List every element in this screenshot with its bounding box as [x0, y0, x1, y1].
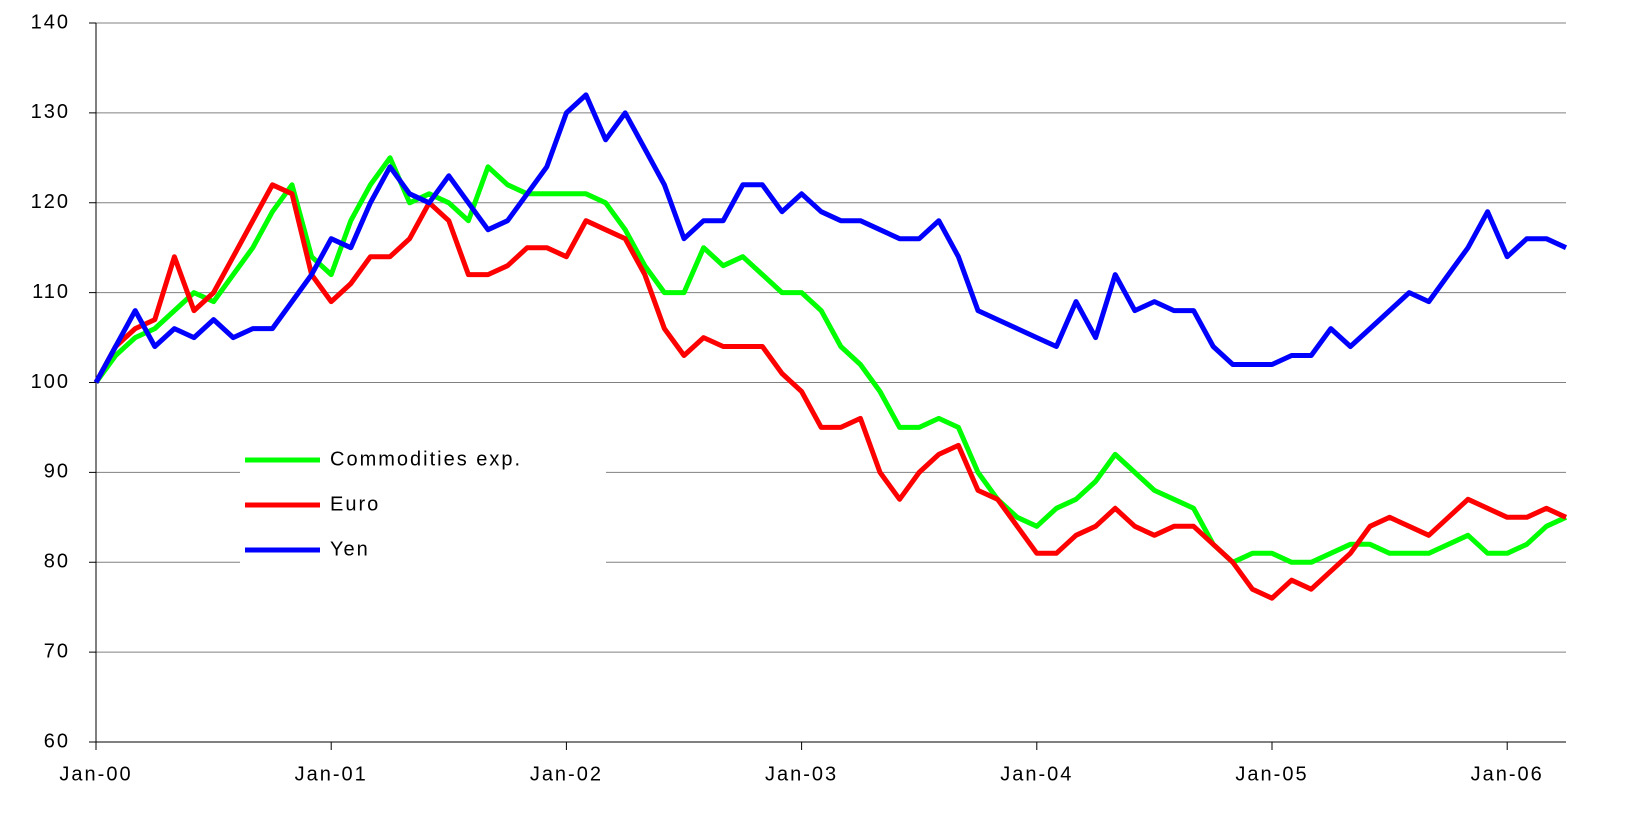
x-tick-label: Jan-00 [59, 763, 132, 785]
y-tick-label: 130 [31, 101, 70, 123]
legend: Commodities exp. Euro Yen [240, 437, 606, 571]
y-tick-label: 120 [31, 191, 70, 213]
y-tick-label: 80 [44, 551, 70, 573]
x-tick-label: Jan-02 [530, 763, 603, 785]
series-line [93, 92, 1568, 384]
x-tick-label: Jan-06 [1471, 763, 1544, 785]
y-tick-label: 60 [44, 730, 70, 752]
series-line [93, 155, 1568, 565]
y-tick-label: 70 [44, 640, 70, 662]
legend-label: Commodities exp. [330, 448, 522, 470]
y-tick-label: 90 [44, 461, 70, 483]
y-tick-label: 100 [31, 371, 70, 393]
series-line [93, 182, 1568, 601]
y-tick-label: 140 [31, 11, 70, 33]
x-tick-label: Jan-03 [765, 763, 838, 785]
x-tick-label: Jan-05 [1235, 763, 1308, 785]
legend-label: Yen [330, 538, 370, 560]
x-tick-label: Jan-04 [1000, 763, 1073, 785]
x-tick-label: Jan-01 [295, 763, 368, 785]
y-tick-label: 110 [32, 281, 70, 303]
legend-label: Euro [330, 493, 380, 515]
